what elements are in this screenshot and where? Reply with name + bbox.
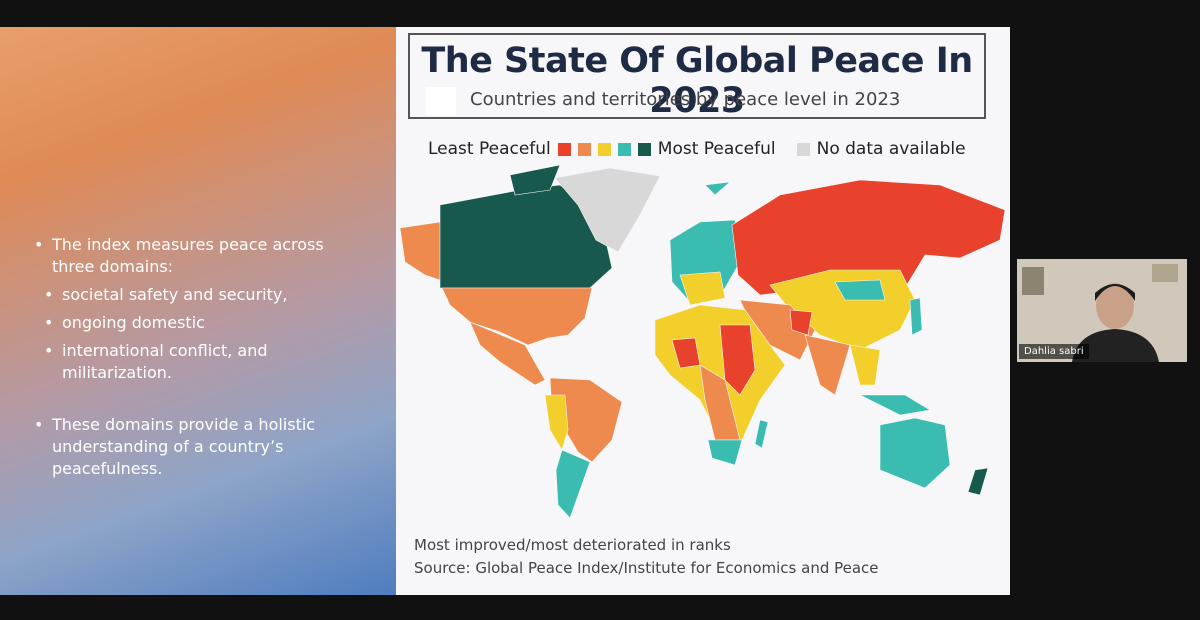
- region: [555, 449, 591, 519]
- title: The State Of Global Peace In 2023: [421, 41, 973, 121]
- region: [679, 271, 726, 306]
- participant-video[interactable]: Dahlia sabri: [1017, 259, 1187, 362]
- region: [849, 344, 881, 386]
- note: Source: Global Peace Index/Institute for…: [414, 559, 879, 577]
- region: [719, 324, 756, 396]
- sub-bullet: societal safety and security,: [34, 284, 364, 306]
- swatch: [597, 142, 611, 156]
- swatch: [637, 142, 651, 156]
- face: [1096, 283, 1134, 329]
- bullet: The index measures peace across three do…: [34, 234, 364, 278]
- sub-bullet: international conflict, and militarizati…: [34, 340, 364, 384]
- region: [554, 167, 661, 253]
- swatch: [577, 142, 591, 156]
- region: [754, 419, 769, 449]
- region: [909, 297, 923, 336]
- hair: [1095, 284, 1135, 301]
- note: Most improved/most deteriorated in ranks: [414, 536, 731, 554]
- participant-name: Dahlia sabri: [1019, 344, 1089, 359]
- region: [399, 221, 447, 283]
- bullet: These domains provide a holistic underst…: [34, 414, 364, 480]
- region: [789, 309, 813, 336]
- region: [804, 334, 851, 396]
- slide-text-panel: The index measures peace across three do…: [0, 27, 396, 595]
- blank-box: [426, 87, 456, 115]
- region: [859, 394, 931, 416]
- region: [544, 394, 569, 451]
- legend: Least Peaceful Most Peaceful No data ava…: [428, 139, 966, 159]
- legend-label: Most Peaceful: [657, 139, 776, 159]
- region: [834, 279, 886, 301]
- legend-label: Least Peaceful: [428, 139, 551, 159]
- subtitle: Countries and territories by peace level…: [470, 89, 901, 110]
- swatch: [796, 142, 810, 156]
- world-map: [399, 164, 1006, 519]
- frame: [1152, 264, 1178, 282]
- title-box: The State Of Global Peace In 2023 Countr…: [408, 33, 986, 121]
- region: [441, 287, 593, 346]
- notes: Most improved/most deteriorated in ranks…: [414, 534, 879, 580]
- sub-bullet: ongoing domestic: [34, 312, 364, 334]
- region: [967, 467, 989, 496]
- region: [469, 321, 546, 386]
- region: [879, 417, 951, 489]
- body: [1072, 329, 1159, 362]
- swatch: [557, 142, 571, 156]
- frame: [1022, 267, 1044, 295]
- legend-label: No data available: [816, 139, 966, 159]
- swatch: [617, 142, 631, 156]
- region: [704, 181, 731, 196]
- bullet-list: The index measures peace across three do…: [34, 234, 364, 480]
- region: [707, 439, 743, 466]
- region: [509, 164, 561, 196]
- infographic: The State Of Global Peace In 2023 Countr…: [396, 27, 1010, 595]
- region: [731, 179, 1006, 296]
